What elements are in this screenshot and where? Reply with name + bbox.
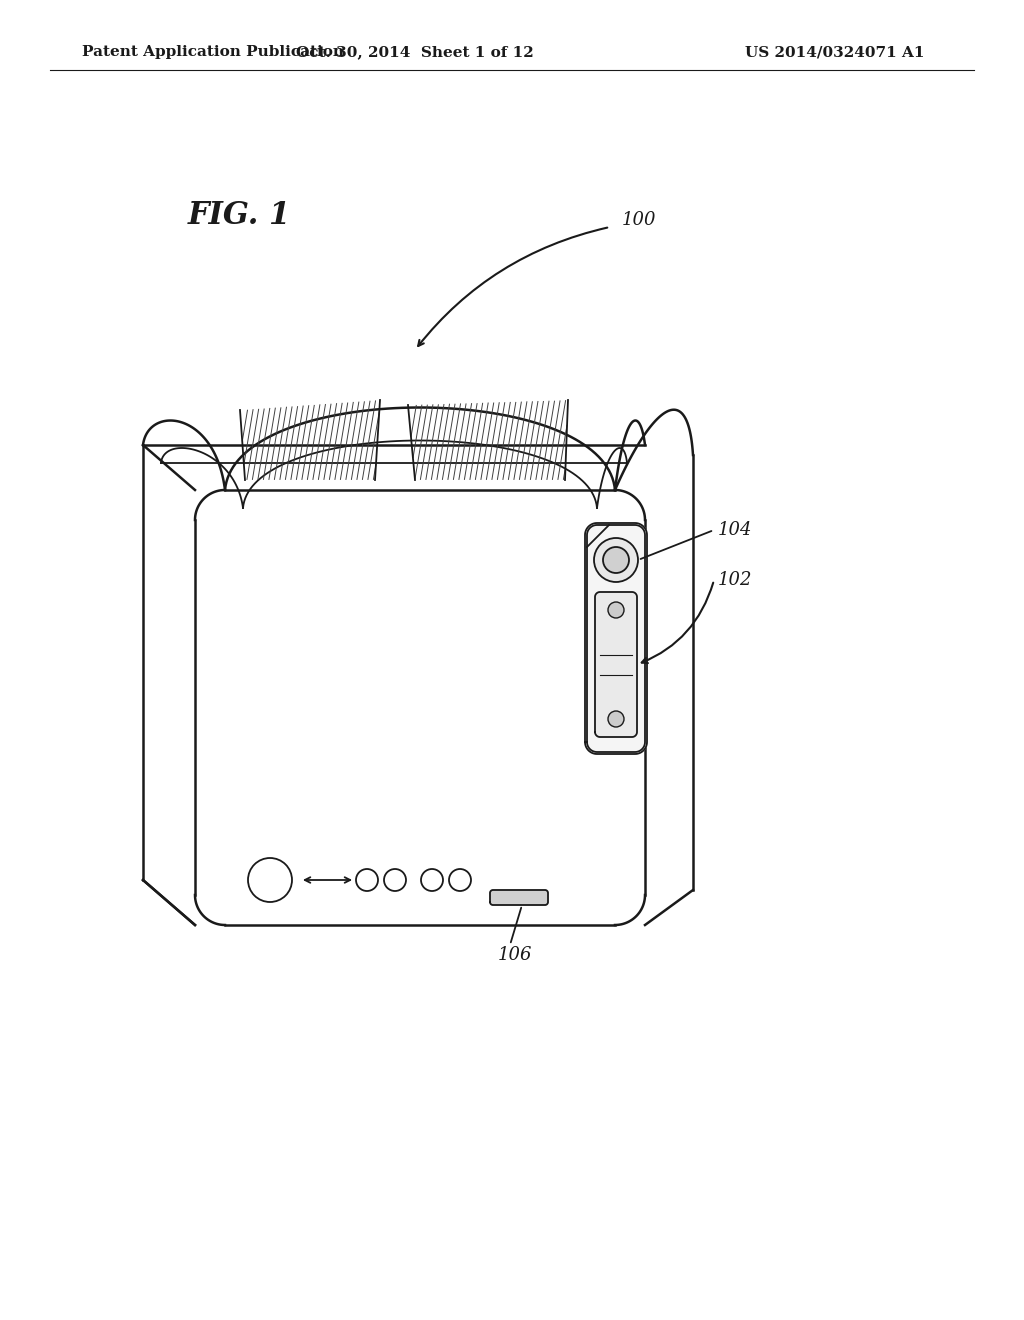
Text: 100: 100 [622,211,656,228]
Circle shape [608,711,624,727]
Polygon shape [595,591,637,737]
Circle shape [608,602,624,618]
Text: US 2014/0324071 A1: US 2014/0324071 A1 [745,45,925,59]
Circle shape [594,539,638,582]
Text: 102: 102 [718,572,753,589]
Text: Patent Application Publication: Patent Application Publication [82,45,344,59]
Text: Oct. 30, 2014  Sheet 1 of 12: Oct. 30, 2014 Sheet 1 of 12 [296,45,534,59]
Circle shape [603,546,629,573]
Text: 106: 106 [498,946,532,964]
Text: FIG. 1: FIG. 1 [188,199,291,231]
Text: 104: 104 [718,521,753,539]
Polygon shape [490,890,548,906]
Polygon shape [585,523,647,754]
